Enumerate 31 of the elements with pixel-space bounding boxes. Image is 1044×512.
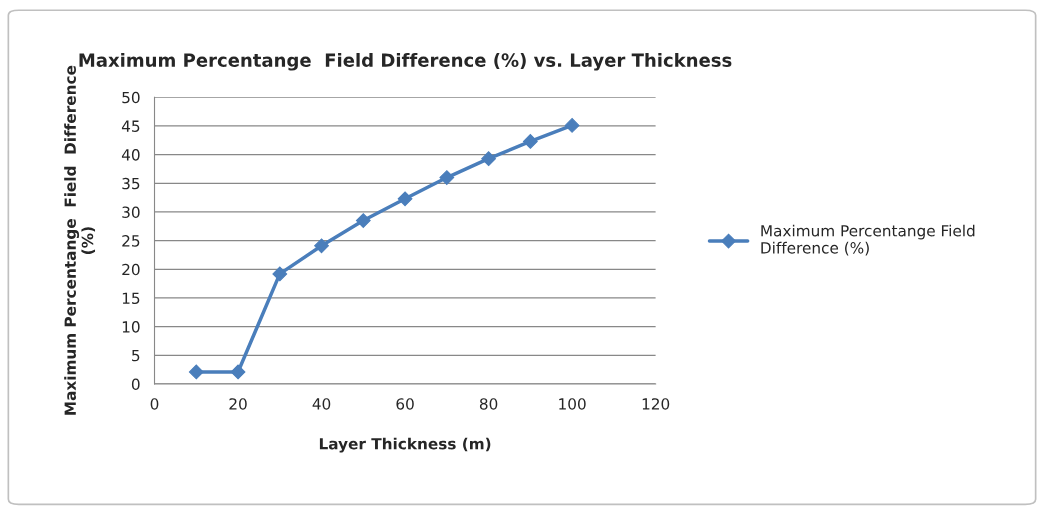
y-tick-label: 30 <box>122 206 140 218</box>
y-tick-label: 10 <box>122 321 140 333</box>
y-tick-label: 40 <box>121 149 140 161</box>
x-tick-label: 100 <box>559 398 586 410</box>
y-tick-label: 45 <box>121 120 140 132</box>
point <box>188 364 204 380</box>
y-tick-label: 5 <box>132 349 140 362</box>
point <box>564 117 580 133</box>
y-tick-label: 35 <box>122 177 140 190</box>
point <box>355 213 371 228</box>
y-tick-label: 0 <box>131 378 140 391</box>
y-tick-label: 50 <box>122 91 140 104</box>
x-tick-label: 60 <box>396 398 414 410</box>
point <box>397 191 413 207</box>
x-axis-title: Layer Thickness (m) <box>319 437 491 453</box>
y-tick-label: 15 <box>122 292 140 305</box>
point <box>481 151 496 167</box>
x-tick-label: 120 <box>642 398 670 410</box>
point <box>272 266 288 282</box>
legend-label: Maximum Percentange Field Difference (%) <box>761 224 975 256</box>
point <box>314 238 329 254</box>
point <box>230 364 246 380</box>
y-tick-label: 20 <box>122 263 140 276</box>
x-tick-label: 0 <box>150 398 159 410</box>
point <box>522 134 538 149</box>
x-tick-label: 40 <box>312 398 331 410</box>
x-tick-label: 80 <box>479 398 498 410</box>
point <box>439 170 455 185</box>
chart-title: Maximum Percentange Field Difference (%) vs. Layer Thickness <box>79 53 732 71</box>
y-tick-label: 25 <box>122 235 140 247</box>
x-tick-label: 20 <box>229 398 247 410</box>
